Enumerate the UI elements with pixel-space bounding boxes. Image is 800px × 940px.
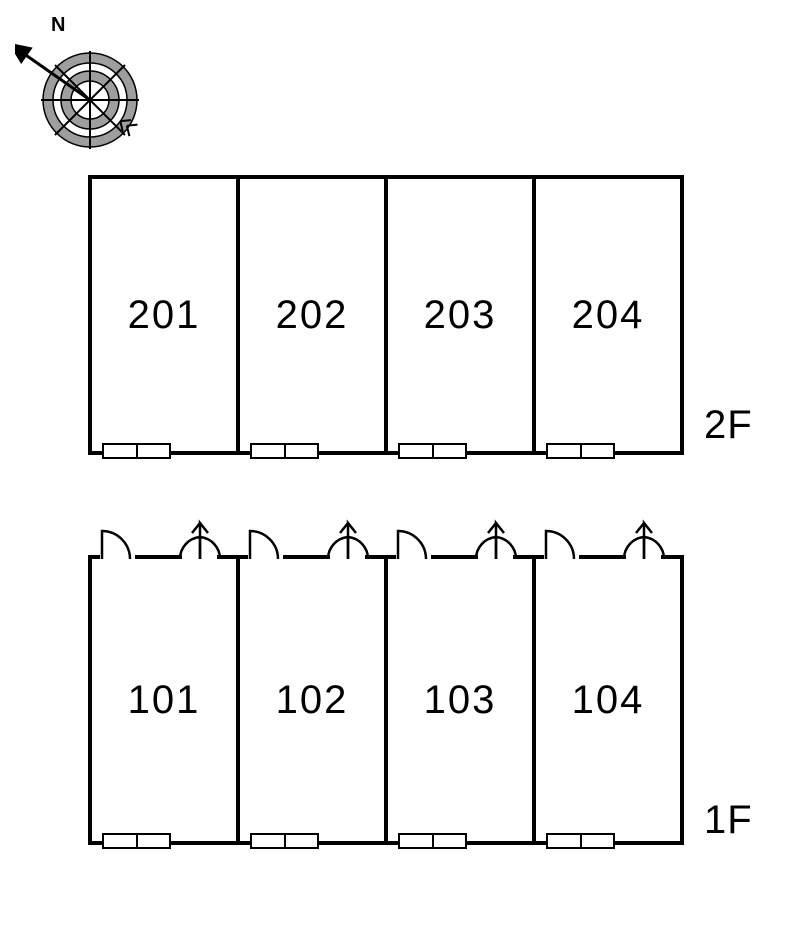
door-swing-icon [240, 519, 392, 563]
door-swing-icon [92, 519, 244, 563]
window-icon [546, 443, 615, 459]
door-swing-icon [536, 519, 688, 563]
floor-2-label: 2F [704, 403, 753, 448]
unit-103: 103 [384, 555, 536, 845]
unit-201: 201 [88, 175, 240, 455]
unit-102-label: 102 [276, 678, 349, 723]
window-icon [102, 833, 171, 849]
floor-1-label: 1F [704, 798, 753, 843]
compass-rose: N [15, 15, 165, 170]
unit-104-label: 104 [572, 678, 645, 723]
door-swing-icon [388, 519, 540, 563]
window-icon [250, 833, 319, 849]
unit-102: 102 [236, 555, 388, 845]
window-icon [398, 833, 467, 849]
unit-103-label: 103 [424, 678, 497, 723]
compass-svg: N [15, 15, 165, 165]
unit-203: 203 [384, 175, 536, 455]
window-icon [546, 833, 615, 849]
unit-204: 204 [532, 175, 684, 455]
compass-n-label: N [51, 15, 65, 36]
floor-2-container: 201 202 203 204 2F [88, 175, 753, 455]
unit-204-label: 204 [572, 293, 645, 338]
window-icon [398, 443, 467, 459]
window-icon [102, 443, 171, 459]
unit-101: 101 [88, 555, 240, 845]
floor-2-units: 201 202 203 204 [88, 175, 684, 455]
window-icon [250, 443, 319, 459]
unit-203-label: 203 [424, 293, 497, 338]
unit-104: 104 [532, 555, 684, 845]
unit-201-label: 201 [128, 293, 201, 338]
unit-202: 202 [236, 175, 388, 455]
floor-1-units: 101 102 [88, 555, 684, 845]
floor-1-container: 101 102 [88, 555, 753, 845]
unit-202-label: 202 [276, 293, 349, 338]
unit-101-label: 101 [128, 678, 201, 723]
